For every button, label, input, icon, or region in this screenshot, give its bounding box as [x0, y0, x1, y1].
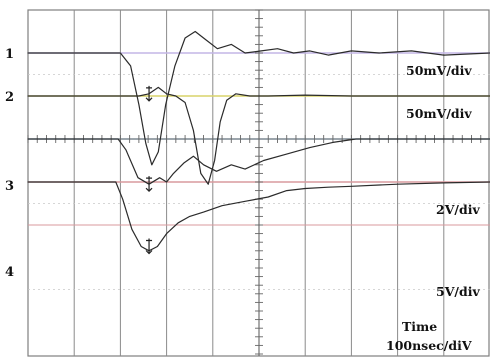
waveform-traces	[27, 30, 490, 252]
time-scale: 100nsec/diV	[386, 338, 472, 353]
channel-1-scale: 50mV/div	[406, 63, 472, 78]
channel-1-trace	[27, 30, 490, 166]
channel-2-trace	[27, 86, 490, 185]
channel-3-scale: 2V/div	[436, 202, 480, 217]
channel-1-label: 1	[5, 47, 14, 62]
trigger-markers	[145, 85, 153, 255]
channel-2-scale: 50mV/div	[406, 106, 472, 121]
channel-2-label: 2	[5, 90, 14, 105]
channel-4-trace	[27, 181, 490, 252]
channel-4-marker	[145, 238, 153, 255]
channel-3-label: 3	[5, 179, 14, 194]
channel-4-label: 4	[5, 265, 14, 280]
channel-3-marker	[145, 176, 153, 192]
time-label: Time	[402, 319, 437, 334]
channel-4-scale: 5V/div	[436, 284, 480, 299]
channel-3-trace	[27, 138, 490, 185]
channel-2-marker	[145, 85, 153, 102]
